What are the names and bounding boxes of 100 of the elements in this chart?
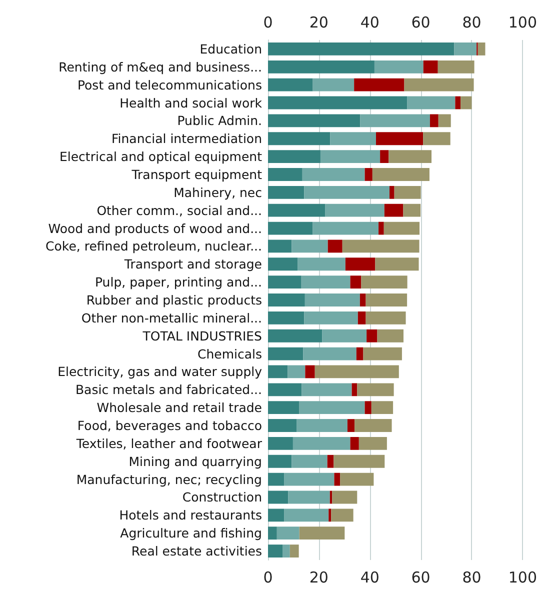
bar <box>299 401 365 414</box>
bar <box>388 150 432 164</box>
bar <box>378 222 384 235</box>
bar <box>302 168 365 181</box>
bar <box>376 132 424 146</box>
bar <box>268 186 304 199</box>
bar <box>298 258 346 271</box>
bar <box>366 294 408 306</box>
bar <box>288 365 306 378</box>
bar <box>268 222 313 235</box>
y-tick-label: Renting of m&eq and business... <box>58 59 262 74</box>
bar <box>284 472 334 486</box>
y-tick-label: Wholesale and retail trade <box>96 400 262 416</box>
bar <box>438 60 474 74</box>
bar <box>292 454 328 468</box>
bar <box>312 222 379 235</box>
bar <box>268 60 374 74</box>
bar <box>423 132 450 146</box>
bar <box>460 96 472 110</box>
bar <box>350 276 362 289</box>
bar <box>332 490 358 504</box>
x-tick-label: 40 <box>360 568 380 586</box>
bar <box>328 508 332 522</box>
bar <box>325 204 384 217</box>
bar <box>331 508 354 522</box>
bar <box>305 365 315 378</box>
y-tick-label: Electricity, gas and water supply <box>58 364 263 380</box>
bar <box>268 258 298 271</box>
bar <box>423 60 438 74</box>
bar <box>354 78 404 92</box>
bar <box>361 276 408 289</box>
bar <box>268 42 454 56</box>
bar <box>268 526 277 540</box>
y-tick-label: Education <box>200 41 262 56</box>
bar <box>268 78 313 92</box>
bar <box>268 114 360 128</box>
y-tick-label: Other non-metallic mineral... <box>81 310 262 326</box>
y-tick-label: Financial intermediation <box>112 131 262 146</box>
bar <box>268 454 292 468</box>
y-tick-label: Transport equipment <box>130 166 262 182</box>
bar <box>389 186 394 199</box>
y-tick-label: Wood and products of wood and... <box>48 220 262 236</box>
x-tick-label: 0 <box>263 568 273 586</box>
bar <box>374 60 424 74</box>
bar <box>268 490 288 504</box>
bar <box>282 544 290 558</box>
bar <box>320 150 380 164</box>
bar <box>268 276 302 289</box>
bar <box>268 294 305 306</box>
bar <box>342 240 420 253</box>
bar <box>363 347 402 360</box>
y-tick-label: Transport and storage <box>123 256 262 272</box>
y-tick-label: Health and social work <box>120 95 263 110</box>
bar <box>268 508 284 522</box>
bar <box>268 311 304 324</box>
bar <box>455 96 461 110</box>
y-tick-label: Food, beverages and tobacco <box>77 418 262 434</box>
bar <box>366 311 406 324</box>
y-tick-label: Hotels and restaurants <box>119 508 262 523</box>
x2-tick-label: 100 <box>508 14 538 32</box>
bar <box>350 436 359 450</box>
bar <box>268 401 300 414</box>
bar <box>360 294 366 306</box>
bar <box>268 365 288 378</box>
bar <box>330 132 376 146</box>
bar <box>268 419 297 432</box>
x-tick-label: 60 <box>411 568 430 586</box>
x2-tick-label: 80 <box>462 14 482 32</box>
bar <box>304 294 360 306</box>
bar <box>303 347 356 360</box>
y-tick-label: Pulp, paper, printing and... <box>94 274 262 290</box>
y-tick-label: Chemicals <box>197 346 262 362</box>
bar <box>299 526 345 540</box>
y-tick-label: Other comm., social and... <box>96 202 262 218</box>
bar <box>384 222 420 235</box>
bar <box>268 329 322 342</box>
bar <box>268 132 330 146</box>
bar <box>357 383 394 396</box>
bar <box>404 78 474 92</box>
bar <box>403 204 421 217</box>
bar <box>268 383 302 396</box>
bar <box>358 311 366 324</box>
bar <box>364 168 372 181</box>
y-tick-label: Real estate activities <box>131 544 262 559</box>
bar <box>352 383 358 396</box>
bar <box>375 258 419 271</box>
bar <box>301 276 350 289</box>
bar <box>268 96 408 110</box>
bar <box>314 365 399 378</box>
x-tick-label: 100 <box>508 568 538 586</box>
bar <box>372 168 430 181</box>
bar <box>290 544 299 558</box>
bar <box>340 472 374 486</box>
y-tick-label: Mining and quarrying <box>128 454 262 469</box>
bar <box>360 114 430 128</box>
y-tick-label: Manufacturing, nec; recycling <box>76 472 262 487</box>
x-tick-label: 20 <box>309 568 328 586</box>
bar <box>302 383 352 396</box>
bar <box>292 436 350 450</box>
bar <box>366 329 378 342</box>
